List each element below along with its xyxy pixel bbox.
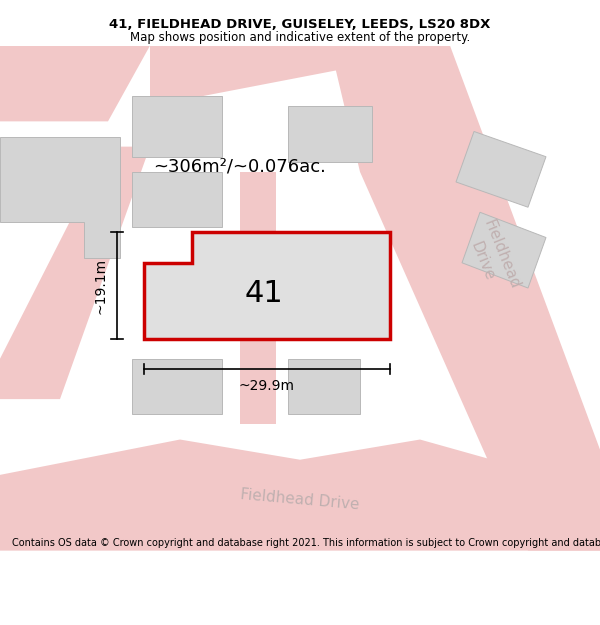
Text: ~19.1m: ~19.1m [94, 258, 108, 314]
Polygon shape [144, 232, 390, 339]
Polygon shape [150, 46, 360, 106]
Polygon shape [0, 46, 150, 121]
Polygon shape [0, 136, 120, 258]
Text: ~306m²/~0.076ac.: ~306m²/~0.076ac. [154, 158, 326, 176]
Polygon shape [240, 172, 276, 424]
Text: Fieldhead
Drive: Fieldhead Drive [462, 217, 522, 298]
Text: Map shows position and indicative extent of the property.: Map shows position and indicative extent… [130, 31, 470, 44]
Polygon shape [456, 131, 546, 208]
Text: 41: 41 [245, 279, 283, 308]
Polygon shape [0, 439, 600, 551]
Polygon shape [462, 213, 546, 288]
Text: 41, FIELDHEAD DRIVE, GUISELEY, LEEDS, LS20 8DX: 41, FIELDHEAD DRIVE, GUISELEY, LEEDS, LS… [109, 18, 491, 31]
Text: ~29.9m: ~29.9m [239, 379, 295, 393]
Polygon shape [132, 96, 222, 157]
Polygon shape [288, 359, 360, 414]
Text: Contains OS data © Crown copyright and database right 2021. This information is : Contains OS data © Crown copyright and d… [12, 538, 600, 548]
Polygon shape [132, 172, 222, 227]
Polygon shape [330, 46, 600, 551]
Polygon shape [288, 106, 372, 162]
Polygon shape [132, 359, 222, 414]
Polygon shape [0, 147, 150, 399]
Text: Fieldhead Drive: Fieldhead Drive [240, 488, 360, 512]
